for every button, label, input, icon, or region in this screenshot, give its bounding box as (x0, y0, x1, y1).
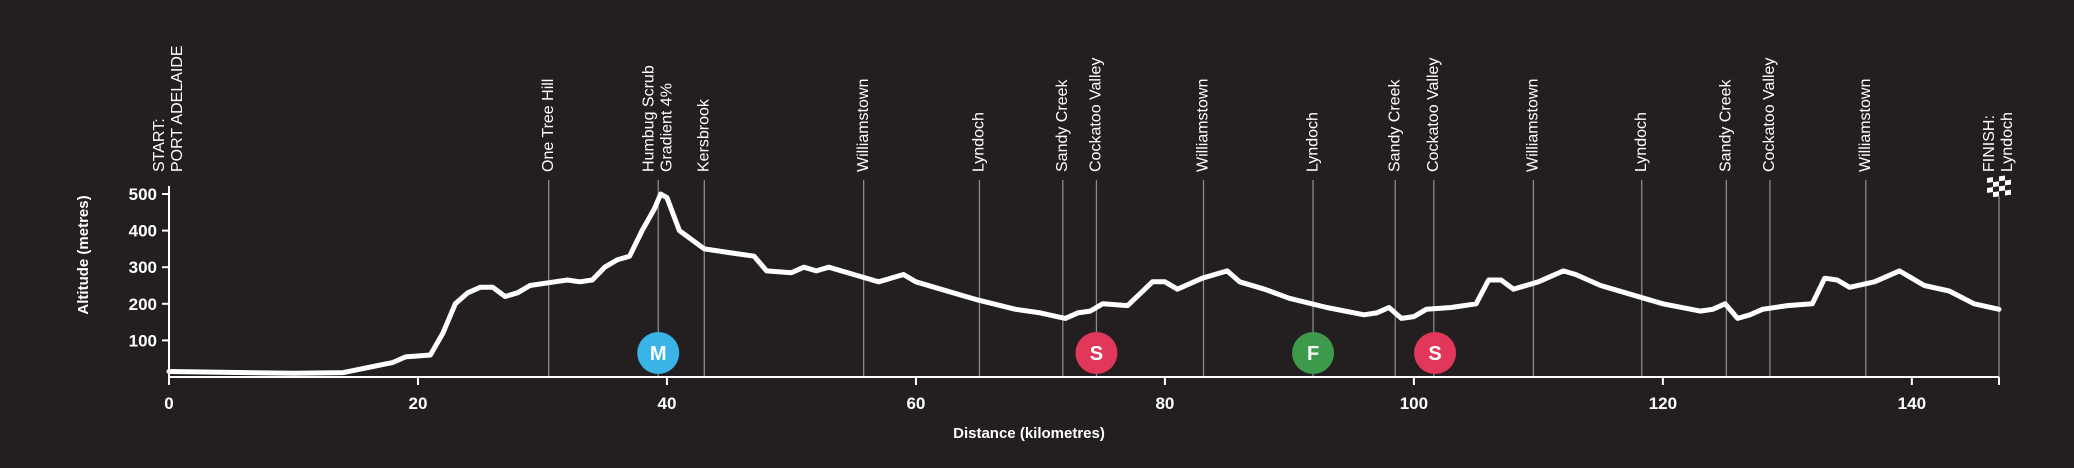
x-tick-label: 80 (1155, 394, 1174, 413)
y-tick-label: 100 (129, 331, 157, 350)
sprint-marker (1075, 332, 1118, 374)
landmark-label: START: (151, 118, 168, 172)
x-axis-title: Distance (kilometres) (953, 425, 1105, 442)
finish-flag (1987, 174, 2011, 198)
landmark-label: Lyndoch (971, 112, 988, 172)
landmark-label: Humbug Scrub (640, 65, 657, 172)
flag-cell (1987, 177, 1993, 183)
landmark-label: Williamstown (1525, 79, 1542, 172)
landmark-label: FINISH: (1981, 115, 1998, 172)
flag-cell (1993, 181, 1999, 188)
landmark-label: Cockatoo Valley (1425, 58, 1442, 172)
flag-cell (1999, 175, 2005, 182)
y-tick-label: 500 (129, 185, 157, 204)
landmark-label: Lyndoch (1999, 112, 2016, 172)
flag-cell (1987, 192, 1993, 198)
landmark-label: Sandy Creek (1054, 79, 1071, 172)
flag-cell (1987, 182, 1993, 188)
flag-cell (1987, 187, 1993, 193)
y-axis-title: Altitude (metres) (75, 195, 92, 314)
y-tick-label: 400 (129, 222, 157, 241)
flag-cell (1999, 185, 2005, 192)
landmark-label: PORT ADELAIDE (169, 45, 186, 172)
sprint-label: S (1428, 343, 1441, 365)
landmark-label: Williamstown (855, 79, 872, 172)
landmark-label: Williamstown (1195, 79, 1212, 172)
y-tick-label: 200 (129, 295, 157, 314)
flag-cell (1999, 190, 2005, 197)
sprint-label: M (650, 343, 667, 365)
flag-cell (1999, 180, 2005, 187)
x-tick-label: 100 (1400, 394, 1428, 413)
landmark-label: Lyndoch (1633, 112, 1650, 172)
landmark-label: Williamstown (1857, 79, 1874, 172)
flag-cell (1993, 191, 1999, 198)
flag-cell (2005, 184, 2011, 191)
flag-cell (1993, 176, 1999, 183)
landmark-label: Cockatoo Valley (1088, 58, 1105, 172)
landmark-label: Sandy Creek (1386, 79, 1403, 172)
sprint-label: F (1307, 343, 1319, 365)
flag-cell (2005, 179, 2011, 186)
landmark-label: Cockatoo Valley (1761, 58, 1778, 172)
landmark-label: One Tree Hill (540, 79, 557, 172)
flag-cell (1993, 186, 1999, 193)
sprint-marker (1414, 332, 1457, 374)
sprint-marker (1292, 332, 1335, 374)
x-tick-label: 0 (164, 394, 173, 413)
landmark-label: Gradient 4% (658, 83, 675, 172)
sprint-marker (637, 332, 680, 374)
x-tick-label: 60 (906, 394, 925, 413)
x-tick-label: 120 (1649, 394, 1677, 413)
elevation-line (166, 191, 2002, 376)
y-tick-label: 300 (129, 258, 157, 277)
x-tick-label: 40 (657, 394, 676, 413)
landmark-label: Lyndoch (1304, 112, 1321, 172)
x-tick-label: 140 (1898, 394, 1926, 413)
landmark-label: Sandy Creek (1718, 79, 1735, 172)
flag-cell (2005, 174, 2011, 181)
flag-cell (2005, 189, 2011, 196)
x-tick-label: 20 (409, 394, 428, 413)
landmark-label: Kersbrook (696, 98, 713, 172)
sprint-label: S (1090, 343, 1103, 365)
